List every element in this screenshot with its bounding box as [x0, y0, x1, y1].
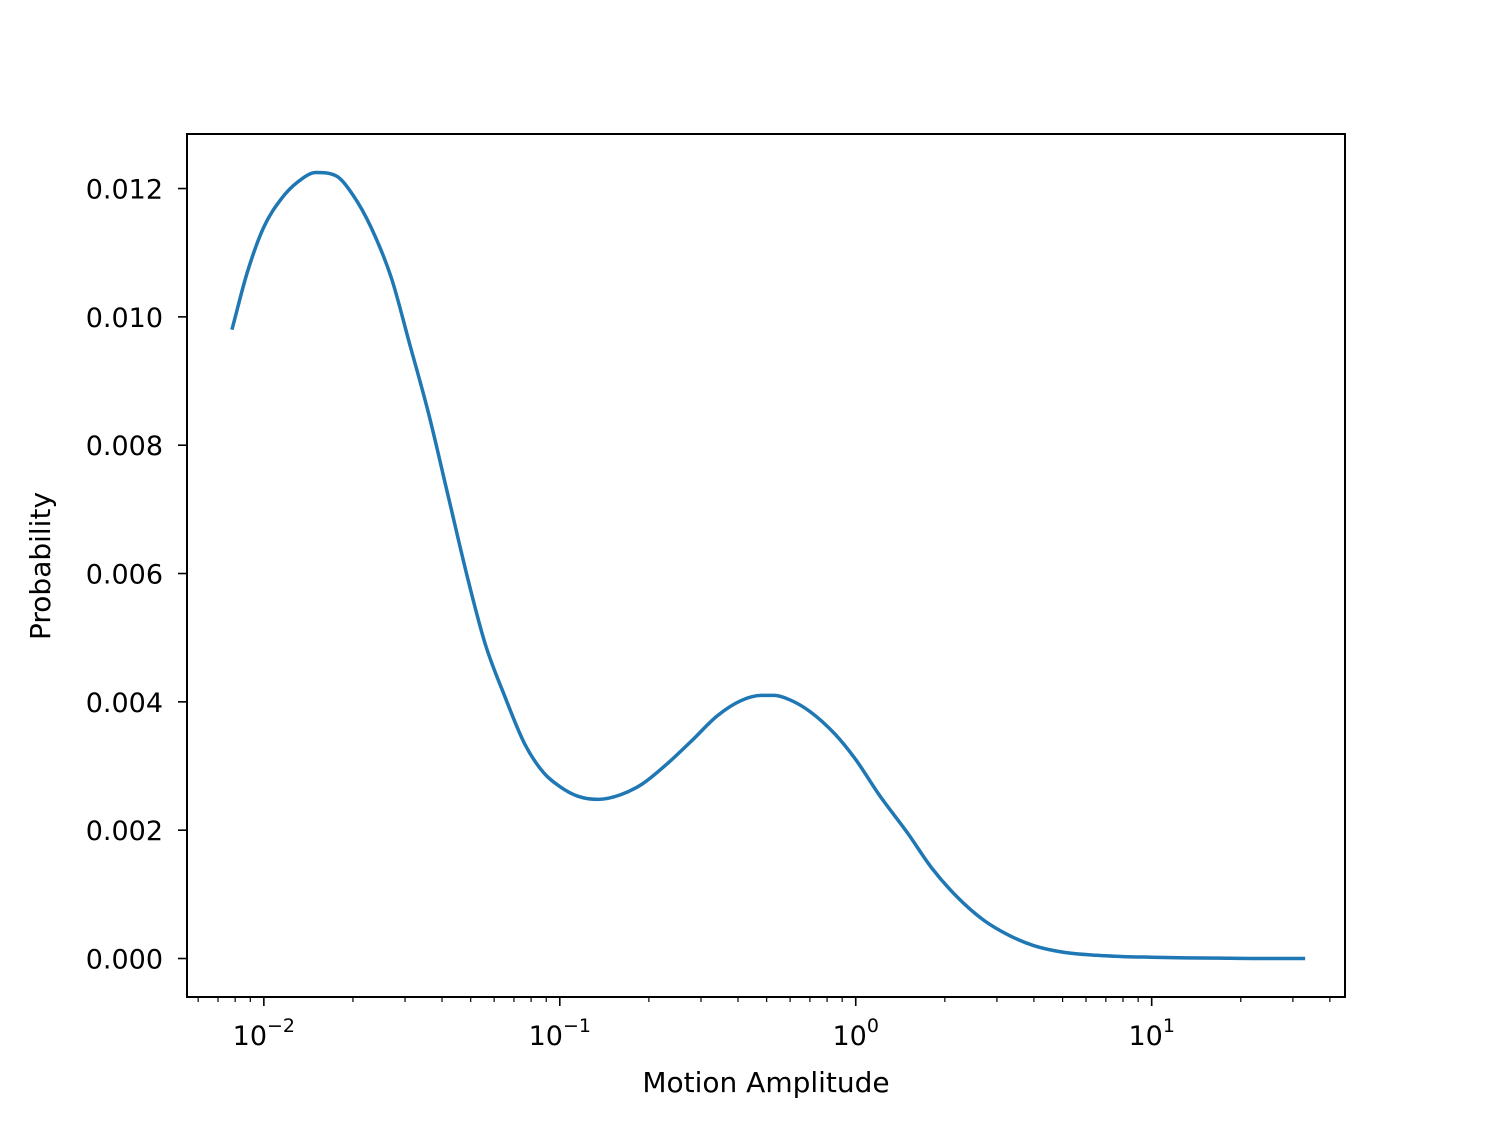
- plot-frame: [186, 133, 1346, 998]
- plot-area: [187, 134, 1345, 997]
- x-tick-label: 10−1: [529, 1015, 591, 1052]
- y-axis-label: Probability: [24, 492, 57, 640]
- x-tick-label: 100: [833, 1015, 879, 1052]
- y-tick-label: 0.006: [86, 560, 163, 591]
- y-tick-label: 0.008: [86, 431, 163, 462]
- x-axis-ticks: 10−2 10−1 100 101: [197, 997, 1331, 1052]
- x-tick-label: 10−2: [233, 1015, 295, 1052]
- y-tick-label: 0.012: [86, 175, 163, 206]
- y-tick-label: 0.002: [86, 816, 163, 847]
- x-tick-label: 101: [1128, 1015, 1174, 1052]
- y-tick-label: 0.004: [86, 688, 163, 719]
- y-axis-ticks: 0.000 0.002 0.004 0.006 0.008 0.010 0.012: [86, 175, 187, 976]
- y-tick-label: 0.010: [86, 303, 163, 334]
- y-tick-label: 0.000: [86, 945, 163, 976]
- series-line: [230, 170, 1306, 961]
- x-axis-label: Motion Amplitude: [642, 1066, 889, 1099]
